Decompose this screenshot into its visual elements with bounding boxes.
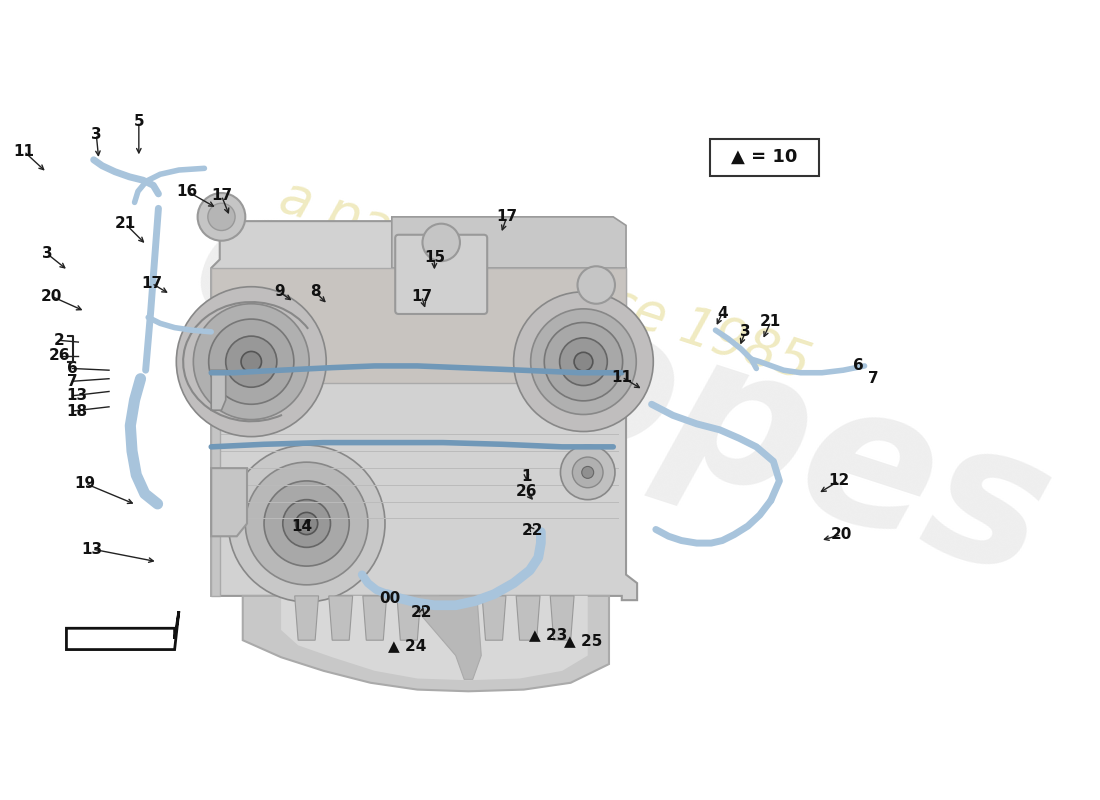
Circle shape — [530, 309, 636, 414]
Polygon shape — [550, 596, 574, 640]
Text: 22: 22 — [521, 523, 543, 538]
Text: 9: 9 — [274, 284, 285, 299]
Circle shape — [198, 193, 245, 241]
Text: 16: 16 — [177, 184, 198, 199]
Text: 26: 26 — [48, 348, 70, 363]
Circle shape — [422, 224, 460, 261]
Polygon shape — [211, 221, 637, 600]
Text: europes: europes — [172, 165, 1072, 618]
Polygon shape — [363, 596, 387, 640]
Circle shape — [560, 338, 607, 386]
Polygon shape — [482, 596, 506, 640]
Text: ▲ 25: ▲ 25 — [564, 634, 603, 649]
Text: 14: 14 — [292, 518, 312, 534]
Text: 13: 13 — [81, 542, 102, 557]
Text: 7: 7 — [67, 374, 78, 389]
Circle shape — [229, 445, 385, 602]
Text: 4: 4 — [717, 306, 727, 321]
Text: 11: 11 — [612, 370, 632, 385]
Circle shape — [582, 466, 594, 478]
Polygon shape — [211, 370, 226, 410]
Polygon shape — [392, 217, 626, 268]
Text: 2: 2 — [54, 333, 65, 348]
Circle shape — [194, 304, 309, 419]
Polygon shape — [66, 611, 179, 650]
Circle shape — [176, 286, 327, 437]
Text: a passion since 1985: a passion since 1985 — [273, 170, 817, 391]
Polygon shape — [295, 596, 319, 640]
Polygon shape — [282, 596, 587, 680]
Polygon shape — [397, 596, 421, 640]
Polygon shape — [405, 596, 481, 679]
Polygon shape — [329, 596, 353, 640]
Circle shape — [544, 322, 623, 401]
Text: 17: 17 — [211, 188, 232, 203]
Text: 17: 17 — [141, 276, 162, 291]
Circle shape — [514, 292, 653, 431]
Polygon shape — [211, 268, 626, 383]
Polygon shape — [440, 596, 463, 640]
Circle shape — [578, 266, 615, 304]
Circle shape — [264, 481, 349, 566]
Text: 7: 7 — [868, 371, 879, 386]
Text: 19: 19 — [75, 476, 96, 491]
Polygon shape — [211, 468, 248, 536]
Polygon shape — [243, 596, 609, 691]
Text: 21: 21 — [114, 216, 135, 231]
Text: 5: 5 — [133, 114, 144, 129]
Text: 17: 17 — [496, 210, 517, 224]
Text: 26: 26 — [516, 485, 537, 499]
FancyBboxPatch shape — [710, 138, 820, 176]
Text: 6: 6 — [854, 358, 864, 374]
Circle shape — [296, 513, 318, 534]
Text: 3: 3 — [740, 324, 750, 339]
Polygon shape — [211, 383, 220, 596]
Text: 21: 21 — [760, 314, 781, 329]
Circle shape — [241, 351, 262, 372]
Circle shape — [208, 203, 235, 230]
Text: 22: 22 — [411, 606, 432, 621]
Text: 17: 17 — [411, 289, 432, 303]
Circle shape — [209, 319, 294, 404]
Circle shape — [572, 457, 603, 488]
Text: 3: 3 — [91, 126, 101, 142]
Circle shape — [561, 445, 615, 500]
Text: 15: 15 — [424, 250, 446, 266]
Text: 6: 6 — [67, 361, 78, 376]
Text: 00: 00 — [379, 591, 400, 606]
Text: ▲ 23: ▲ 23 — [529, 626, 568, 642]
Text: 8: 8 — [310, 284, 320, 299]
Text: 18: 18 — [66, 403, 87, 418]
Text: 11: 11 — [13, 144, 34, 158]
Text: ▲ = 10: ▲ = 10 — [732, 148, 798, 166]
Circle shape — [574, 352, 593, 371]
FancyBboxPatch shape — [395, 234, 487, 314]
Text: 1: 1 — [521, 469, 531, 484]
Text: 20: 20 — [830, 527, 852, 542]
Text: 3: 3 — [42, 246, 52, 261]
Text: 20: 20 — [41, 289, 62, 303]
Text: 12: 12 — [828, 474, 849, 489]
Polygon shape — [516, 596, 540, 640]
Text: ▲ 24: ▲ 24 — [388, 638, 427, 653]
Circle shape — [245, 462, 368, 585]
Circle shape — [283, 500, 330, 547]
Text: 13: 13 — [66, 388, 87, 403]
Circle shape — [226, 336, 277, 387]
